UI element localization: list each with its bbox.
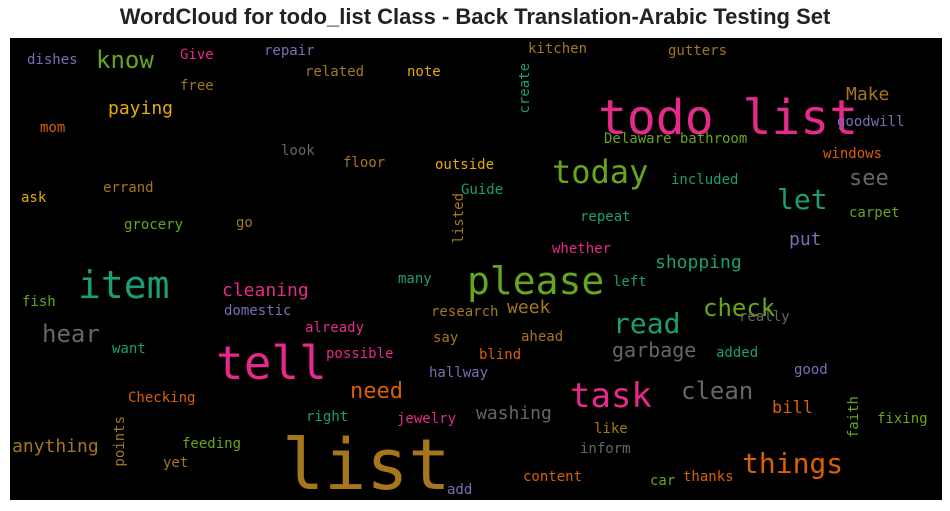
wordcloud-word: add bbox=[447, 482, 473, 498]
wordcloud-word: things bbox=[742, 447, 844, 480]
wordcloud-word: week bbox=[507, 297, 551, 318]
wordcloud-word: Delaware bathroom bbox=[604, 131, 748, 147]
wordcloud-word: look bbox=[281, 143, 315, 159]
wordcloud-word: mom bbox=[40, 120, 66, 136]
wordcloud-word: Make bbox=[846, 84, 890, 105]
wordcloud-word: today bbox=[552, 153, 649, 191]
wordcloud-word: blind bbox=[479, 347, 522, 363]
wordcloud-word: ask bbox=[21, 190, 47, 206]
wordcloud-word: like bbox=[594, 421, 628, 437]
wordcloud-word: read bbox=[613, 307, 681, 340]
wordcloud-word: say bbox=[433, 330, 459, 346]
wordcloud-word: please bbox=[467, 259, 605, 303]
wordcloud-word: need bbox=[350, 379, 403, 404]
wordcloud-word: inform bbox=[580, 441, 631, 457]
wordcloud-word: garbage bbox=[612, 338, 697, 362]
wordcloud-word: errand bbox=[103, 180, 154, 196]
wordcloud-word: hear bbox=[42, 320, 100, 348]
wordcloud-word: carpet bbox=[849, 205, 900, 221]
wordcloud-word: listed bbox=[451, 193, 467, 244]
wordcloud-word: already bbox=[305, 320, 365, 336]
wordcloud-word: domestic bbox=[224, 303, 292, 319]
wordcloud-word: see bbox=[849, 166, 889, 191]
wordcloud-word: check bbox=[703, 294, 776, 322]
wordcloud-word: floor bbox=[343, 155, 386, 171]
wordcloud-word: feeding bbox=[182, 436, 242, 452]
wordcloud-word: list bbox=[282, 424, 451, 500]
wordcloud-word: repair bbox=[264, 43, 315, 59]
wordcloud-word: clean bbox=[681, 377, 754, 405]
wordcloud-word: kitchen bbox=[528, 41, 588, 57]
wordcloud-word: right bbox=[306, 409, 349, 425]
wordcloud-word: Give bbox=[180, 47, 214, 63]
wordcloud-word: points bbox=[112, 416, 128, 467]
wordcloud-word: fixing bbox=[877, 411, 928, 427]
wordcloud-word: related bbox=[305, 64, 365, 80]
wordcloud-word: fish bbox=[22, 294, 56, 310]
wordcloud-word: tell bbox=[216, 336, 327, 390]
wordcloud-word: hallway bbox=[429, 365, 489, 381]
wordcloud-word: create bbox=[517, 63, 533, 114]
wordcloud-word: note bbox=[407, 64, 441, 80]
wordcloud-word: jewelry bbox=[397, 411, 457, 427]
wordcloud-word: Guide bbox=[461, 182, 504, 198]
wordcloud-word: shopping bbox=[655, 252, 742, 273]
wordcloud-word: yet bbox=[163, 455, 189, 471]
wordcloud-word: outside bbox=[435, 157, 495, 173]
wordcloud-word: whether bbox=[552, 241, 612, 257]
wordcloud-word: want bbox=[112, 341, 146, 357]
wordcloud-word: windows bbox=[823, 146, 883, 162]
wordcloud-word: free bbox=[180, 78, 214, 94]
wordcloud-word: left bbox=[613, 274, 647, 290]
wordcloud-word: good bbox=[794, 362, 828, 378]
wordcloud-word: really bbox=[739, 309, 790, 325]
wordcloud-word: car bbox=[650, 473, 676, 489]
wordcloud-word: washing bbox=[476, 403, 552, 424]
wordcloud-word: Checking bbox=[128, 390, 196, 406]
wordcloud-word: item bbox=[78, 263, 170, 307]
wordcloud-word: ahead bbox=[521, 329, 564, 345]
wordcloud-word: goodwill bbox=[837, 114, 905, 130]
wordcloud-word: added bbox=[716, 345, 759, 361]
wordcloud-word: paying bbox=[108, 98, 174, 119]
wordcloud-word: bill bbox=[772, 398, 813, 418]
wordcloud-word: thanks bbox=[683, 469, 734, 485]
wordcloud-word: dishes bbox=[27, 52, 78, 68]
wordcloud-word: let bbox=[777, 183, 828, 216]
wordcloud-word: put bbox=[789, 229, 822, 250]
wordcloud-word: included bbox=[671, 172, 739, 188]
wordcloud-word: todo list bbox=[598, 90, 859, 146]
wordcloud-word: grocery bbox=[124, 217, 184, 233]
wordcloud-word: possible bbox=[326, 346, 394, 362]
wordcloud-word: content bbox=[523, 469, 583, 485]
chart-title: WordCloud for todo_list Class - Back Tra… bbox=[119, 4, 831, 29]
wordcloud-word: anything bbox=[12, 436, 99, 457]
wordcloud-word: research bbox=[431, 304, 499, 320]
wordcloud-word: many bbox=[398, 271, 432, 287]
wordcloud-word: task bbox=[570, 376, 652, 416]
wordcloud-word: cleaning bbox=[222, 280, 309, 301]
wordcloud-word: know bbox=[96, 46, 154, 74]
wordcloud-word: go bbox=[236, 215, 253, 231]
wordcloud-word: gutters bbox=[668, 43, 728, 59]
wordcloud-word: repeat bbox=[580, 209, 631, 225]
wordcloud-word: faith bbox=[846, 396, 862, 439]
wordcloud-panel: todo list list tell item please task today read… bbox=[10, 38, 942, 500]
